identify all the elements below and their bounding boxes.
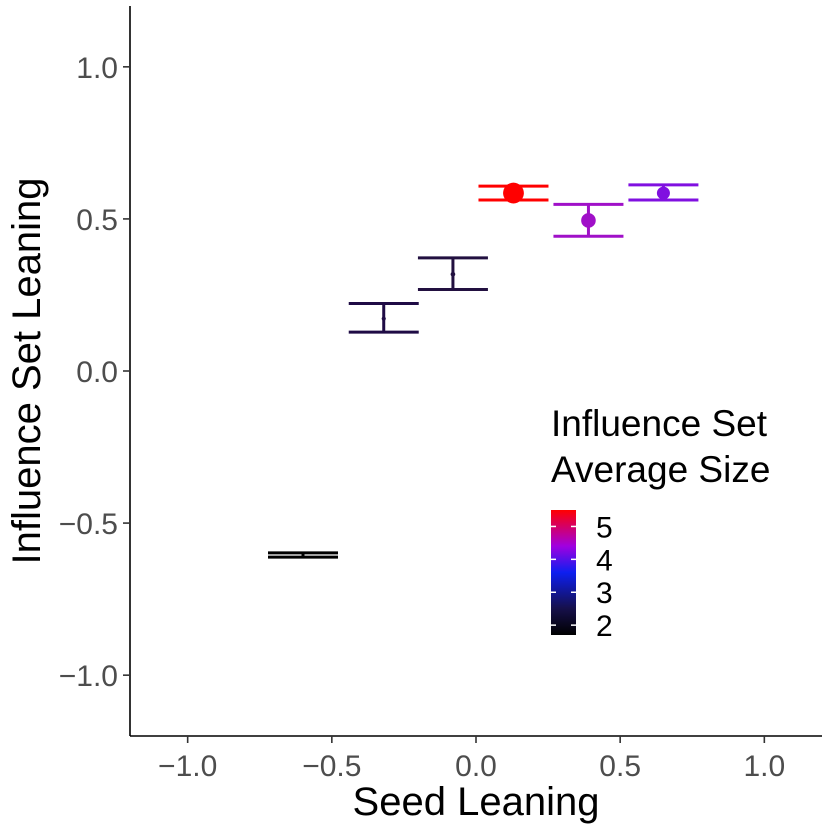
x-tick-label: −1.0 (158, 750, 217, 783)
legend-label: 2 (596, 610, 613, 643)
data-point-group-3 (478, 182, 549, 204)
y-axis-title: Influence Set Leaning (5, 178, 49, 565)
error-bar-marks (268, 182, 699, 559)
data-point (503, 182, 524, 204)
legend-label: 3 (596, 577, 613, 610)
y-tick-label: 0.5 (76, 204, 118, 237)
x-tick-label: 1.0 (743, 750, 785, 783)
data-point-group-4 (553, 202, 624, 238)
data-point (301, 553, 305, 557)
data-point (450, 271, 456, 277)
y-tick-label: −1.0 (59, 660, 118, 693)
x-tick-label: −0.5 (302, 750, 361, 783)
y-tick-label: −0.5 (59, 508, 118, 541)
data-point (581, 213, 596, 228)
data-point (656, 186, 670, 200)
data-point (381, 316, 386, 321)
data-point-group-0 (268, 551, 338, 559)
y-tick-label: 1.0 (76, 52, 118, 85)
data-point-group-5 (628, 183, 699, 202)
legend-label: 5 (596, 511, 613, 544)
x-tick-label: 0.5 (599, 750, 641, 783)
x-tick-label: 0.0 (455, 750, 497, 783)
axes: −1.0 −0.5 0.0 0.5 1.0 −1.0 −0.5 0.0 0.5 1.0 Seed L… (5, 6, 822, 824)
legend-colorbar (551, 510, 576, 635)
data-point-group-2 (417, 256, 488, 291)
legend-label: 4 (596, 544, 613, 577)
legend-title-line2: Average Size (551, 449, 770, 490)
data-point-group-1 (348, 301, 419, 334)
y-tick-label: 0.0 (76, 356, 118, 389)
legend-title-line1: Influence Set (551, 403, 768, 444)
x-axis-title: Seed Leaning (353, 780, 600, 824)
